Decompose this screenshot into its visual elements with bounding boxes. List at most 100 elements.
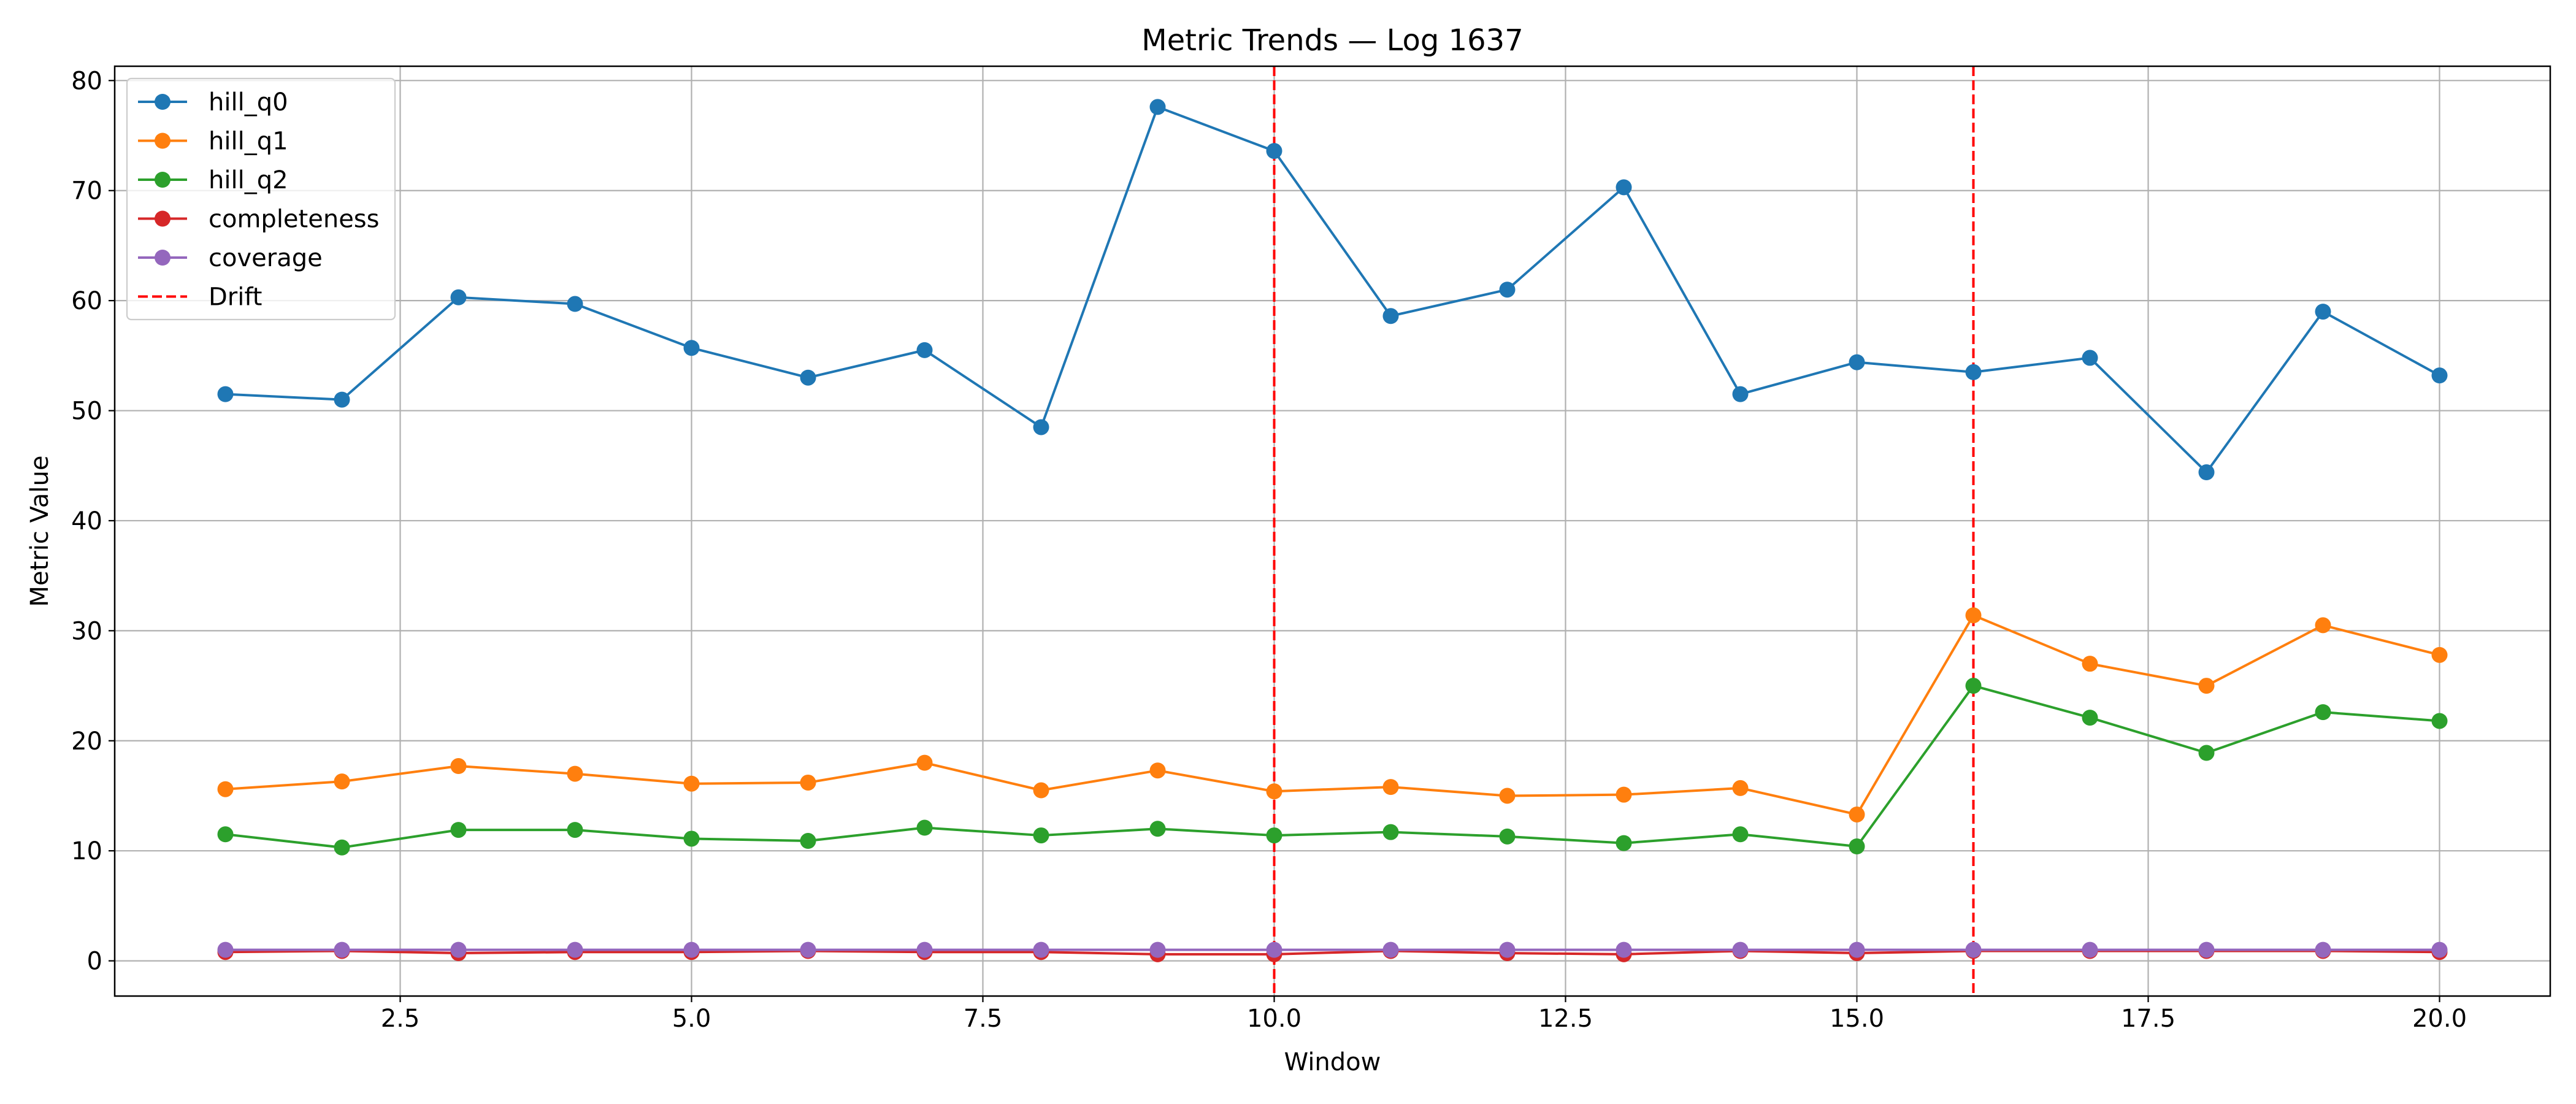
legend-item: hill_q1 [138,128,288,156]
data-point [2082,710,2098,726]
data-point [2431,646,2448,663]
drift-lines [1273,66,1975,996]
legend-label: hill_q2 [209,166,288,194]
data-point [916,819,933,836]
data-point [1382,308,1399,324]
series-line [225,949,2440,956]
data-point [2198,941,2215,958]
data-point [450,941,467,958]
data-point [800,941,816,958]
data-point [2198,678,2215,694]
data-point [1849,806,1865,822]
data-point [1499,282,1516,298]
data-point [1149,762,1166,779]
legend-item: completeness [138,205,379,234]
data-point [1033,827,1049,844]
data-point [2082,656,2098,672]
x-axis-label: Window [1284,1048,1381,1076]
data-point [1965,941,1982,958]
legend: hill_q0 hill_q1 hill_q2 completeness coverag… [126,77,396,321]
data-point [450,822,467,838]
legend-label: coverage [209,244,323,272]
data-point [334,941,350,958]
x-tick-label: 17.5 [2121,1005,2175,1033]
y-tick-label: 20 [71,727,102,756]
data-point [800,369,816,386]
data-point [2431,713,2448,729]
axis-ticks: 2.5 5.0 7.5 10.0 12.5 15.0 17.5 20.0 0 10 20 30 40 50… [71,67,2467,1033]
legend-label: Drift [209,283,262,312]
data-point [2198,745,2215,761]
data-point [2198,464,2215,481]
y-tick-label: 70 [71,177,102,205]
series-coverage [217,941,2448,958]
data-point [1499,788,1516,804]
data-point [1965,607,1982,624]
data-point [1965,678,1982,694]
legend-box [126,77,396,321]
data-point [916,342,933,358]
data-point [1616,786,1632,803]
data-point [2431,941,2448,958]
grid [115,66,2550,996]
legend-item: coverage [138,244,323,272]
y-tick-label: 0 [87,948,102,976]
data-point [800,833,816,849]
data-point [567,941,583,958]
legend-label: hill_q1 [209,128,288,156]
y-tick-label: 50 [71,397,102,426]
legend-swatch-marker [155,132,171,149]
x-tick-label: 7.5 [964,1005,1003,1033]
data-point [1149,99,1166,115]
data-point [567,822,583,838]
data-point [334,391,350,408]
data-point [1732,386,1749,402]
data-point [2082,941,2098,958]
data-point [217,941,234,958]
data-point [2315,617,2331,634]
data-point [334,773,350,790]
data-point [1033,941,1049,958]
series-hill_q1 [217,607,2448,822]
data-point [1849,354,1865,370]
data-point [2082,350,2098,366]
data-point [1616,179,1632,196]
series-layer [217,99,2448,962]
x-tick-label: 15.0 [1830,1005,1884,1033]
data-point [683,340,700,356]
data-point [1732,826,1749,843]
data-point [1033,419,1049,435]
x-tick-label: 2.5 [381,1005,420,1033]
data-point [217,781,234,797]
data-point [1849,838,1865,855]
x-tick-label: 20.0 [2412,1005,2467,1033]
y-tick-label: 40 [71,507,102,535]
data-point [2315,304,2331,320]
data-point [334,839,350,856]
data-point [1965,364,1982,380]
data-point [2315,941,2331,958]
data-point [683,775,700,792]
legend-label: completeness [209,205,379,234]
chart-title: Metric Trends — Log 1637 [1141,23,1524,58]
data-point [450,758,467,775]
data-point [1266,143,1282,159]
y-tick-label: 60 [71,287,102,315]
y-tick-label: 10 [71,837,102,865]
x-tick-label: 12.5 [1538,1005,1593,1033]
plot-area-frame [113,65,2551,997]
legend-swatch-marker [155,94,171,110]
series-completeness [217,943,2448,962]
x-tick-label: 5.0 [672,1005,711,1033]
data-point [1616,835,1632,851]
data-point [1266,827,1282,844]
data-point [800,774,816,791]
data-point [1149,821,1166,837]
data-point [1382,941,1399,958]
data-point [1382,824,1399,840]
data-point [217,826,234,843]
legend-item: Drift [138,283,262,312]
data-point [1499,941,1516,958]
y-tick-label: 80 [71,67,102,95]
